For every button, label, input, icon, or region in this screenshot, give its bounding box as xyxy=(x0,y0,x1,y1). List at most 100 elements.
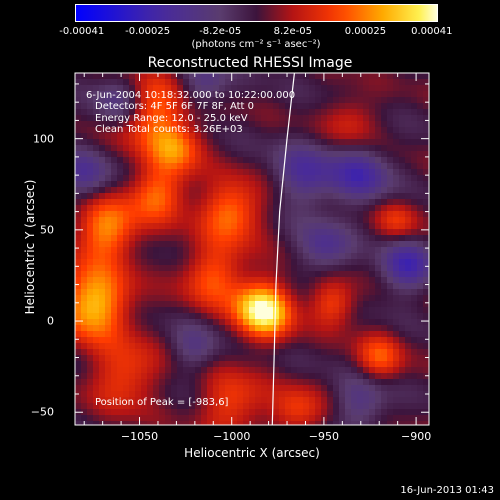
image-cell xyxy=(393,85,399,91)
image-cell xyxy=(339,319,345,325)
image-cell xyxy=(141,391,147,397)
image-cell xyxy=(219,121,225,127)
image-cell xyxy=(87,307,93,313)
image-cell xyxy=(105,331,111,337)
image-cell xyxy=(129,157,135,163)
image-cell xyxy=(189,187,195,193)
image-cell xyxy=(291,373,297,379)
image-cell xyxy=(381,193,387,199)
image-cell xyxy=(75,205,81,211)
image-cell xyxy=(345,115,351,121)
image-cell xyxy=(267,199,273,205)
image-cell xyxy=(153,205,159,211)
image-cell xyxy=(327,235,333,241)
image-cell xyxy=(177,349,183,355)
image-cell xyxy=(381,163,387,169)
image-cell xyxy=(291,277,297,283)
image-cell xyxy=(87,289,93,295)
image-cell xyxy=(123,157,129,163)
image-cell xyxy=(321,397,327,403)
image-cell xyxy=(327,421,333,425)
image-cell xyxy=(159,343,165,349)
image-cell xyxy=(135,151,141,157)
image-cell xyxy=(147,415,153,421)
image-cell xyxy=(405,103,411,109)
image-cell xyxy=(315,169,321,175)
image-cell xyxy=(171,223,177,229)
image-cell xyxy=(201,163,207,169)
image-cell xyxy=(105,301,111,307)
image-cell xyxy=(399,181,405,187)
image-cell xyxy=(255,301,261,307)
image-cell xyxy=(285,85,291,91)
image-cell xyxy=(381,175,387,181)
image-cell xyxy=(231,229,237,235)
image-cell xyxy=(159,211,165,217)
image-cell xyxy=(123,241,129,247)
image-cell xyxy=(87,223,93,229)
image-cell xyxy=(201,109,207,115)
image-cell xyxy=(261,361,267,367)
image-cell xyxy=(249,355,255,361)
image-cell xyxy=(195,271,201,277)
image-cell xyxy=(399,373,405,379)
image-cell xyxy=(81,139,87,145)
image-cell xyxy=(153,133,159,139)
image-cell xyxy=(237,397,243,403)
image-cell xyxy=(129,391,135,397)
image-cell xyxy=(411,391,417,397)
image-cell xyxy=(171,229,177,235)
image-cell xyxy=(105,307,111,313)
image-cell xyxy=(111,259,117,265)
image-cell xyxy=(255,379,261,385)
image-cell xyxy=(345,421,351,425)
image-cell xyxy=(165,133,171,139)
image-cell xyxy=(375,289,381,295)
image-cell xyxy=(279,121,285,127)
image-cell xyxy=(141,157,147,163)
image-cell xyxy=(105,139,111,145)
image-cell xyxy=(195,211,201,217)
image-cell xyxy=(267,205,273,211)
image-cell xyxy=(207,115,213,121)
image-cell xyxy=(177,187,183,193)
image-cell xyxy=(105,127,111,133)
image-cell xyxy=(249,199,255,205)
image-cell xyxy=(375,181,381,187)
image-cell xyxy=(279,253,285,259)
image-cell xyxy=(219,163,225,169)
image-cell xyxy=(201,307,207,313)
image-cell xyxy=(243,373,249,379)
image-cell xyxy=(423,115,429,121)
image-cell xyxy=(417,193,423,199)
image-cell xyxy=(99,271,105,277)
image-cell xyxy=(363,313,369,319)
image-cell xyxy=(345,133,351,139)
image-cell xyxy=(315,199,321,205)
image-cell xyxy=(243,223,249,229)
image-cell xyxy=(249,283,255,289)
image-cell xyxy=(291,301,297,307)
image-cell xyxy=(381,271,387,277)
image-cell xyxy=(153,211,159,217)
image-cell xyxy=(207,325,213,331)
image-cell xyxy=(327,277,333,283)
image-cell xyxy=(303,187,309,193)
image-cell xyxy=(177,235,183,241)
image-cell xyxy=(339,199,345,205)
image-cell xyxy=(129,421,135,425)
image-cell xyxy=(183,193,189,199)
image-cell xyxy=(123,139,129,145)
image-cell xyxy=(339,205,345,211)
image-cell xyxy=(291,403,297,409)
image-cell xyxy=(405,187,411,193)
image-cell xyxy=(321,121,327,127)
image-cell xyxy=(75,343,81,349)
image-cell xyxy=(339,187,345,193)
image-cell xyxy=(231,85,237,91)
image-cell xyxy=(201,103,207,109)
image-cell xyxy=(225,421,231,425)
image-cell xyxy=(261,115,267,121)
image-cell xyxy=(375,361,381,367)
image-cell xyxy=(237,157,243,163)
